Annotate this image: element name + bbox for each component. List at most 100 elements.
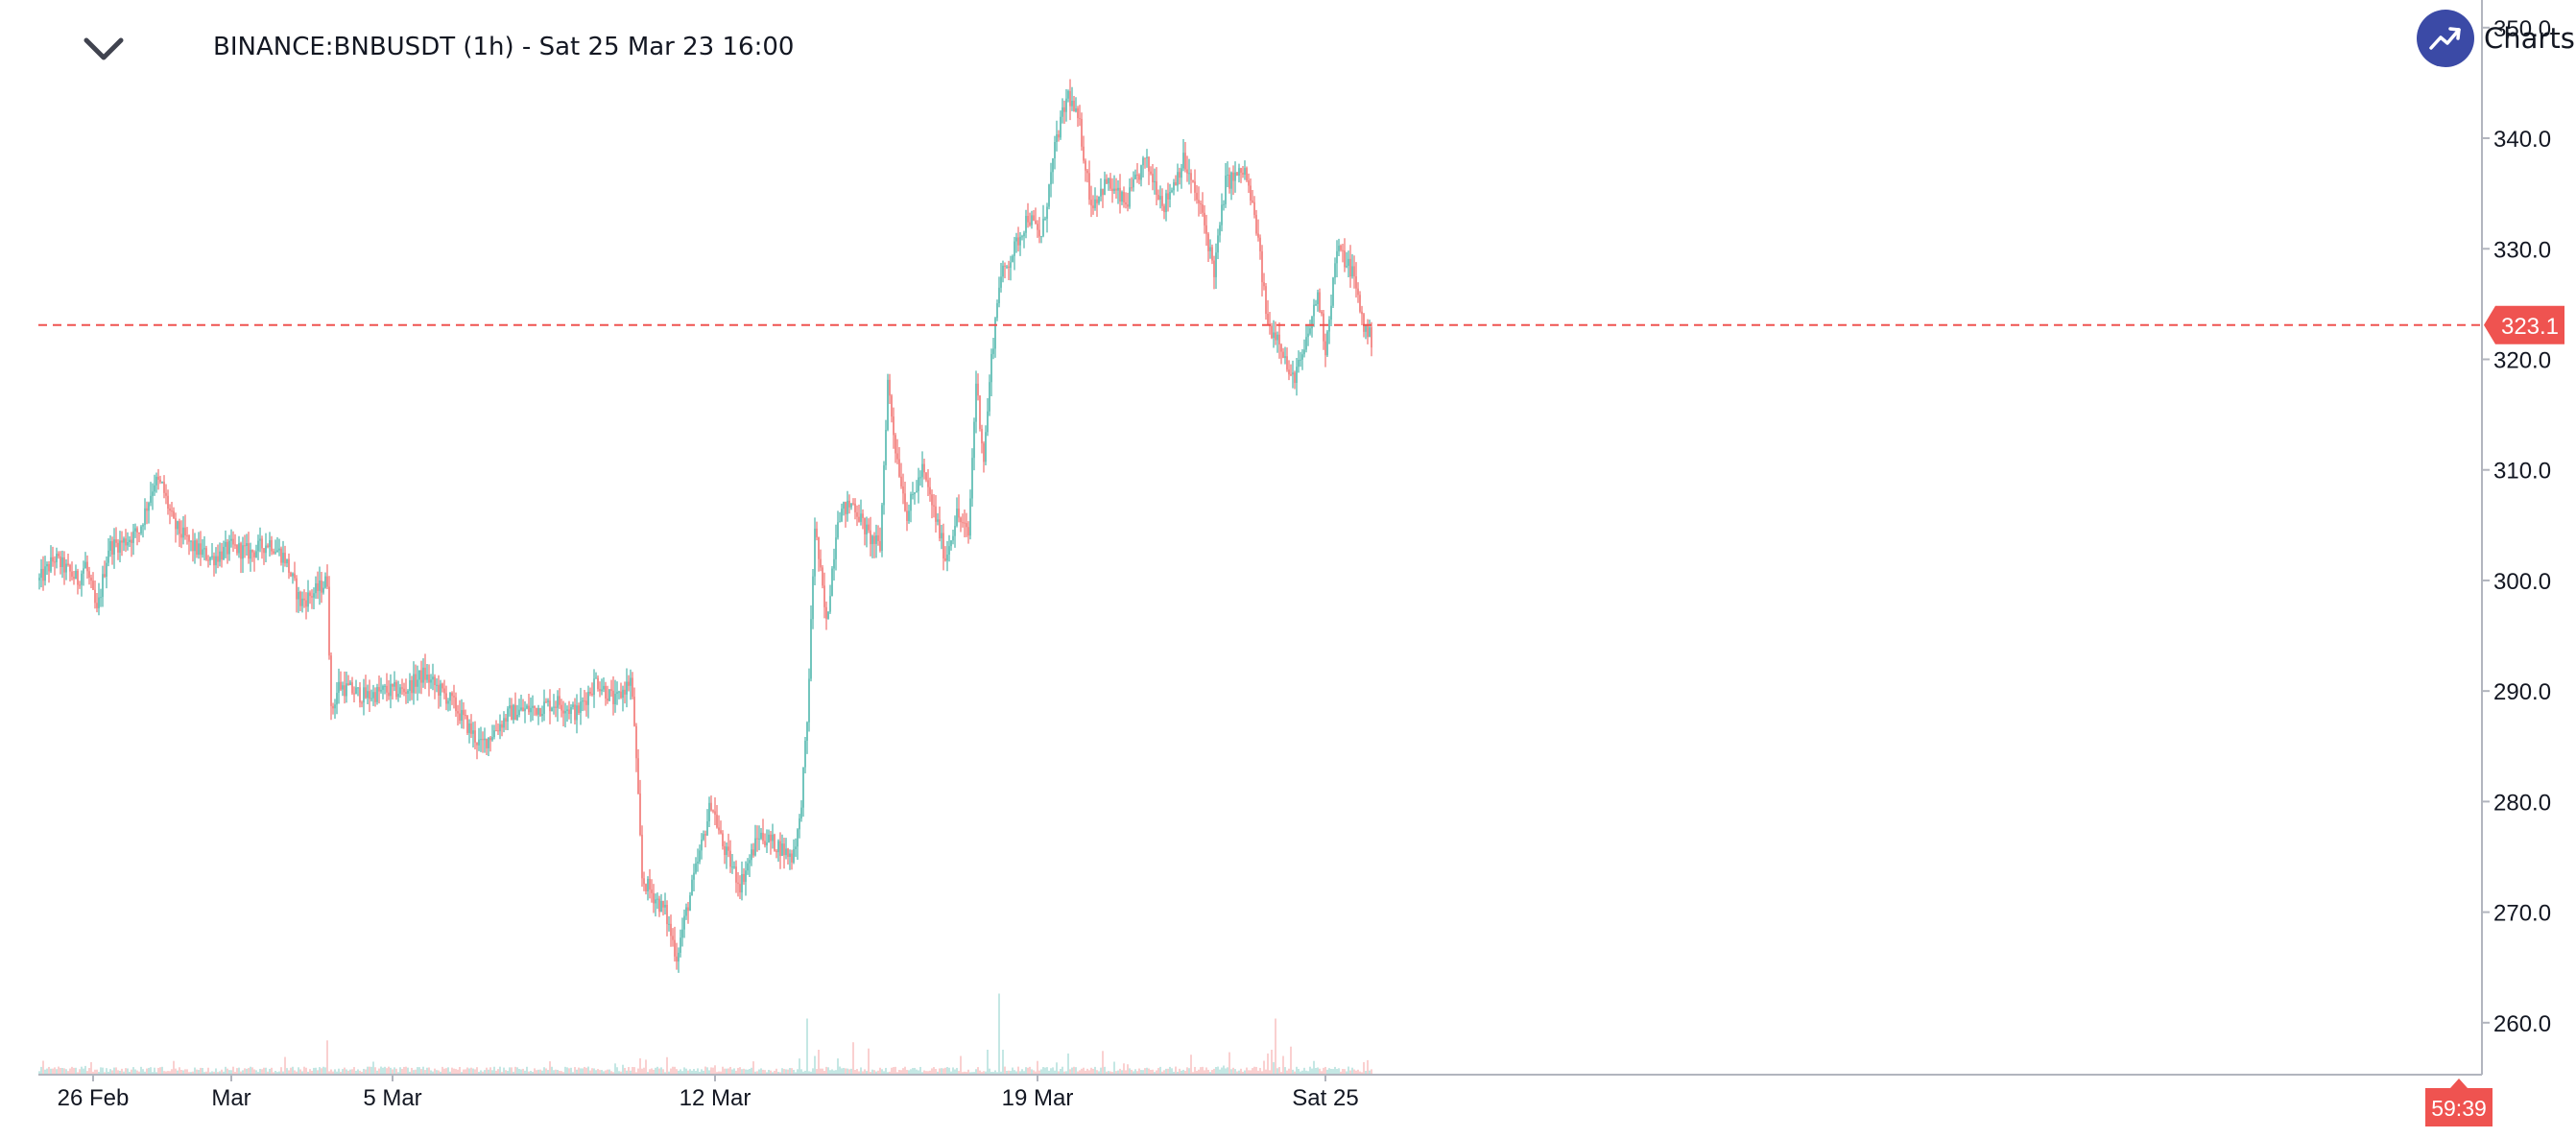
y-tick-label: 330.0 [2493, 237, 2551, 263]
candle-body [820, 558, 822, 568]
candle [205, 545, 207, 561]
candle-body [626, 681, 628, 695]
x-tick-label: Sat 25 [1292, 1085, 1358, 1111]
candle-body [194, 540, 196, 552]
candle [835, 524, 837, 571]
volume-bar [1265, 1069, 1267, 1075]
candle-body [140, 526, 142, 533]
candle-body [879, 540, 881, 551]
volume-bar [376, 1070, 378, 1075]
volume-bar [942, 1068, 944, 1075]
candle [407, 689, 409, 704]
candle [1138, 173, 1140, 185]
candle [432, 663, 434, 691]
candle [1365, 323, 1367, 340]
candle [240, 541, 242, 574]
volume-bar [311, 1070, 313, 1075]
volume-bar [1273, 1061, 1275, 1075]
candle [1227, 161, 1228, 188]
collapse-button[interactable] [79, 27, 129, 71]
candle [956, 497, 958, 528]
volume-bar [1152, 1069, 1154, 1075]
candle [1019, 232, 1021, 256]
candle [998, 276, 1000, 308]
volume-bar [102, 1067, 104, 1075]
volume-bar [879, 1067, 881, 1075]
volume-bar [234, 1072, 236, 1075]
candle [491, 724, 493, 742]
candle [564, 702, 566, 728]
volume-bar [457, 1069, 459, 1075]
candle [207, 555, 209, 568]
candle [779, 832, 781, 869]
candle-body [637, 758, 639, 794]
candle [94, 581, 96, 609]
candle-body [937, 519, 939, 522]
candle [1301, 348, 1303, 370]
candle-body [290, 572, 292, 577]
volume-bar [359, 1070, 361, 1075]
candle-body [1190, 173, 1192, 180]
candle-body [397, 693, 399, 698]
candle [752, 842, 754, 858]
volume-bar [332, 1071, 334, 1075]
candle-body [1204, 212, 1205, 225]
candle-body [739, 884, 741, 893]
volume-bar [140, 1066, 142, 1075]
candle [645, 883, 647, 895]
price-axis[interactable]: 260.0270.0280.0290.0300.0310.0320.0330.0… [2482, 16, 2551, 1037]
volume-bar [44, 1069, 46, 1075]
volume-bar [273, 1072, 274, 1075]
volume-bar [1088, 1070, 1090, 1075]
candle-body [875, 534, 877, 544]
candle [987, 397, 989, 437]
candle-body [574, 704, 576, 721]
candle-body [353, 693, 355, 695]
volume-bar [205, 1071, 207, 1075]
volume-bar [1234, 1069, 1236, 1075]
volume-bar [1002, 1050, 1004, 1075]
candle-body [1286, 356, 1288, 370]
volume-bar [455, 1069, 457, 1075]
candle-body [825, 606, 827, 619]
candle [63, 551, 65, 585]
candle [683, 909, 685, 938]
candle-body [1205, 225, 1207, 234]
candle [898, 447, 900, 478]
candle [964, 510, 966, 538]
candle [1157, 189, 1159, 201]
candle-body [768, 834, 770, 842]
candle [1186, 155, 1188, 182]
candle [267, 543, 269, 549]
candle [1184, 141, 1186, 173]
brand-link[interactable]: Charts [2417, 8, 2575, 69]
volume-bar [1250, 1070, 1252, 1075]
candle-body [578, 705, 580, 713]
time-axis[interactable]: 26 Feb Mar 5 Mar 12 Mar 19 Mar Sat 25 [58, 1075, 1359, 1111]
volume-bar [1179, 1068, 1181, 1075]
candle [413, 661, 415, 705]
candle-body [1029, 222, 1031, 225]
candle [1198, 186, 1200, 217]
candle-body [1202, 204, 1204, 213]
volume-bar [213, 1071, 215, 1075]
candle-body [1276, 334, 1278, 341]
candle-body [242, 545, 244, 559]
candle [134, 523, 136, 538]
candle-body [1060, 116, 1061, 138]
candle [616, 681, 618, 705]
volume-bar [1165, 1068, 1167, 1075]
bar-countdown: 59:39 [2431, 1096, 2487, 1121]
candle-body [384, 685, 386, 687]
volume-bar [413, 1070, 415, 1075]
volume-bar [806, 1018, 808, 1075]
volume-bar [1244, 1070, 1246, 1075]
countdown-badge: 59:39 [2425, 1079, 2493, 1126]
candle-body [858, 516, 860, 522]
candle-body [418, 670, 420, 680]
candle [1156, 167, 1157, 206]
volume-bar [1148, 1068, 1150, 1075]
candle [706, 809, 708, 837]
candle [1159, 185, 1161, 209]
